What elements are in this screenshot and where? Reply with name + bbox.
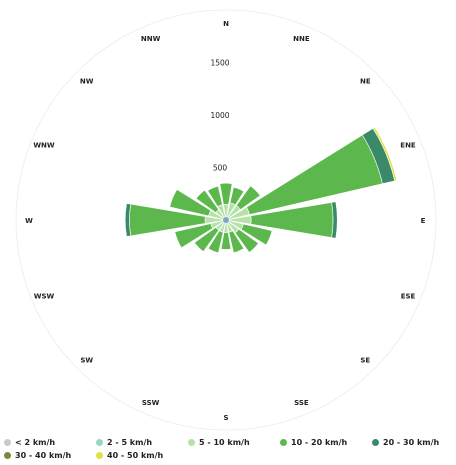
radial-tick-labels: 500 1000 1500 — [210, 59, 229, 173]
petal-sw-series-3 — [193, 226, 220, 253]
petal-ene-series-6 — [372, 126, 398, 182]
direction-label-wnw: WNW — [33, 142, 55, 150]
centre-marker — [223, 217, 229, 223]
petal-sse-series-3 — [228, 230, 245, 254]
direction-label-ene: ENE — [400, 142, 416, 150]
wind-rose-chart: 500 1000 1500 N NNE NE ENE E ESE SE SSE S SSW SW WSW W… — [15, 9, 437, 431]
legend-item-3: 10 - 20 km/h — [280, 438, 372, 447]
legend-label-1: 2 - 5 km/h — [107, 438, 153, 447]
legend-item-2: 5 - 10 km/h — [188, 438, 280, 447]
direction-label-nw: NW — [80, 78, 94, 86]
legend-swatch-5 — [4, 452, 11, 459]
direction-label-n: N — [223, 20, 229, 28]
direction-label-s: S — [223, 414, 228, 422]
direction-label-sse: SSE — [294, 399, 309, 407]
radial-grid — [15, 9, 437, 431]
legend-item-6: 40 - 50 km/h — [96, 451, 188, 460]
petal-wnw-series-3 — [169, 189, 212, 217]
petal-ssw-series-3 — [207, 230, 224, 254]
petal-wsw-series-3 — [174, 223, 214, 249]
legend-label-3: 10 - 20 km/h — [291, 438, 348, 447]
direction-label-nne: NNE — [293, 35, 310, 43]
legend-label-2: 5 - 10 km/h — [199, 438, 250, 447]
direction-label-ssw: SSW — [142, 399, 160, 407]
legend-label-6: 40 - 50 km/h — [107, 451, 164, 460]
petal-nne-series-3 — [229, 186, 245, 206]
legend-label-4: 20 - 30 km/h — [383, 438, 440, 447]
legend-swatch-1 — [96, 439, 103, 446]
legend-row-1: < 2 km/h 2 - 5 km/h 5 - 10 km/h 10 - 20 … — [4, 436, 454, 449]
radial-tick-500: 500 — [213, 164, 228, 173]
legend-row-2: 30 - 40 km/h 40 - 50 km/h — [4, 449, 454, 462]
legend: < 2 km/h 2 - 5 km/h 5 - 10 km/h 10 - 20 … — [4, 436, 454, 462]
legend-swatch-6 — [96, 452, 103, 459]
radial-tick-1500: 1500 — [210, 59, 229, 68]
petal-n-series-3 — [219, 182, 233, 205]
petal-s-series-3 — [220, 232, 232, 250]
legend-swatch-4 — [372, 439, 379, 446]
petal-nw-series-3 — [195, 189, 220, 214]
petal-se-series-3 — [234, 228, 259, 253]
legend-item-4: 20 - 30 km/h — [372, 438, 452, 447]
petal-e-series-4 — [331, 201, 338, 239]
direction-label-sw: SW — [80, 356, 93, 364]
legend-item-0: < 2 km/h — [4, 438, 96, 447]
petal-ene-series-3 — [246, 134, 383, 215]
legend-swatch-3 — [280, 439, 287, 446]
petal-ne-series-3 — [235, 185, 261, 211]
legend-swatch-2 — [188, 439, 195, 446]
radial-tick-1000: 1000 — [210, 111, 229, 120]
direction-labels: N NNE NE ENE E ESE SE SSE S SSW SW WSW W WNW NW NNW — [25, 20, 425, 422]
direction-label-ne: NE — [360, 78, 371, 86]
legend-label-0: < 2 km/h — [15, 438, 56, 447]
petal-ese-series-3 — [240, 223, 273, 246]
direction-label-nnw: NNW — [141, 35, 161, 43]
legend-item-1: 2 - 5 km/h — [96, 438, 188, 447]
direction-label-ese: ESE — [401, 292, 416, 300]
legend-swatch-0 — [4, 439, 11, 446]
petal-nnw-series-3 — [207, 185, 223, 208]
direction-label-w: W — [25, 217, 33, 225]
direction-label-se: SE — [360, 356, 370, 364]
direction-label-e: E — [421, 217, 426, 225]
grid-circle-outer — [15, 9, 437, 431]
petals-layer — [124, 126, 398, 254]
direction-label-wsw: WSW — [34, 292, 55, 300]
petal-w-series-4 — [124, 203, 132, 237]
legend-label-5: 30 - 40 km/h — [15, 451, 72, 460]
legend-item-5: 30 - 40 km/h — [4, 451, 96, 460]
